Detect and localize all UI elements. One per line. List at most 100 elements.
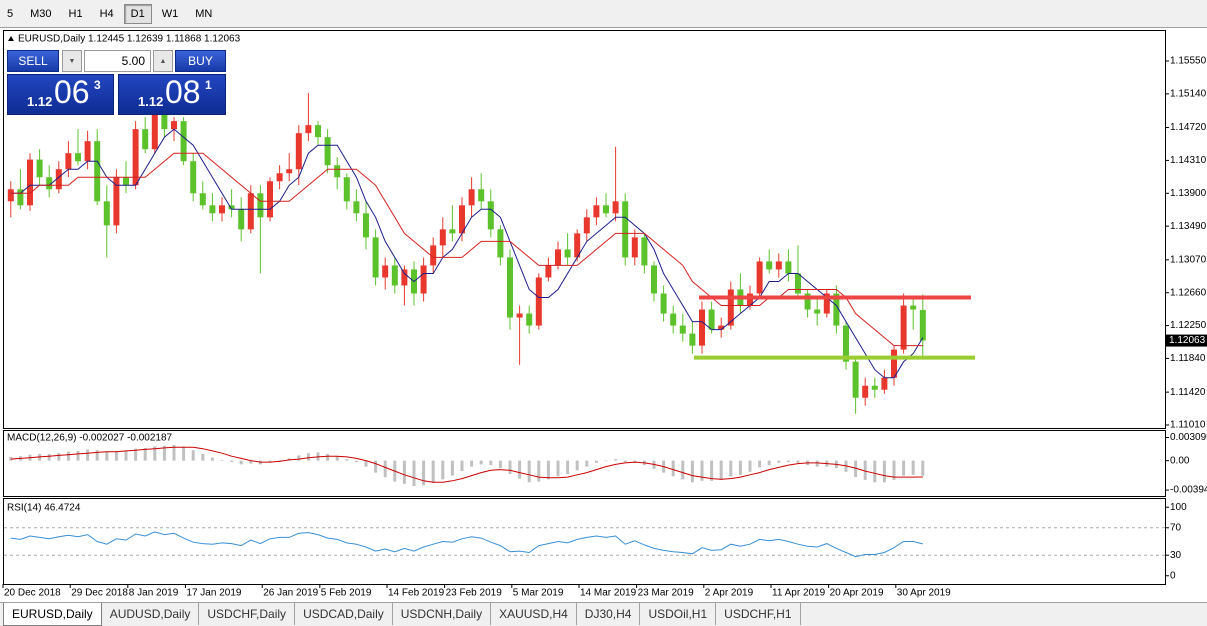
histogram-bar [585,460,589,467]
x-tick-label: 8 Jan 2019 [129,588,179,599]
candle-body [823,293,830,314]
histogram-bar [623,460,627,463]
candle-body [708,309,715,330]
lots-input[interactable]: 5.00 [84,50,151,72]
histogram-bar [201,453,205,461]
histogram-bar [143,447,147,461]
y-tick-label: 1.14310 [1170,155,1207,166]
histogram-bar [546,460,550,480]
histogram-bar [278,459,282,461]
histogram-bar [220,459,224,461]
chart-tab[interactable]: USDOil,H1 [640,603,717,625]
chart-tab[interactable]: USDCHF,H1 [716,603,801,625]
histogram-bar [786,460,790,463]
candle-body [123,177,129,186]
x-tick-label: 14 Mar 2019 [580,588,637,599]
timeframe-button[interactable]: H1 [68,7,83,20]
timeframe-button[interactable]: M30 [30,7,52,20]
candle-body [910,305,917,310]
histogram-bar [354,460,358,463]
ask-pips: 08 [165,74,201,110]
candle-body [295,133,302,170]
histogram-bar [700,460,704,481]
candle-body [900,305,907,350]
histogram-bar [335,456,339,461]
histogram-bar [364,460,368,467]
candle-body [142,129,149,150]
candle-body [449,229,456,234]
candle-body [756,261,763,294]
candle-body [247,193,254,230]
histogram-bar [681,460,685,480]
candle-body [555,249,561,266]
buy-button[interactable]: BUY [175,50,226,72]
bid-price[interactable]: 1.12 06 3 [7,74,114,115]
histogram-bar [882,460,886,483]
candle-body [17,189,24,206]
histogram-bar [777,460,781,463]
chart-tab[interactable]: XAUUSD,H4 [491,603,577,625]
chart: EURUSD,Daily 1.12445 1.12639 1.11868 1.1… [2,30,1207,599]
candle-body [27,159,33,206]
rsi-panel-border [3,498,1166,585]
histogram-bar [738,460,742,475]
chart-tab[interactable]: USDCAD,Daily [295,603,393,625]
candle-body [516,313,523,318]
candle-body [574,233,581,258]
candle-body [305,125,312,134]
candle-body [132,129,139,186]
bid-pips: 06 [54,74,90,110]
candle-body [535,277,542,326]
candle-body [199,193,206,206]
candle-body [795,273,801,294]
candle-body [766,261,773,270]
histogram-bar [249,460,253,464]
histogram-bar [489,460,493,466]
lots-increase[interactable]: ▲ [153,50,173,72]
histogram-bar [594,460,598,463]
histogram-bar [719,460,723,481]
histogram-bar [191,450,195,461]
candle-body [631,237,638,258]
chart-tab[interactable]: USDCHF,Daily [199,603,296,625]
candle-body [228,205,235,210]
histogram-bar [556,460,560,477]
histogram-bar [815,460,819,467]
timeframe-button[interactable]: MN [195,7,213,20]
indicator-line [10,152,923,347]
candle-body [478,189,485,202]
candle-body [315,125,321,138]
main-panel-border [3,30,1166,429]
lots-decrease[interactable]: ▼ [62,50,82,72]
timeframe-button[interactable]: W1 [161,7,179,20]
candle-body [439,229,446,246]
chart-tab[interactable]: DJ30,H4 [577,603,641,625]
histogram-bar [450,460,454,476]
candle-body [564,249,571,258]
chart-tab[interactable]: EURUSD,Daily [3,603,102,626]
candle-body [353,201,360,214]
candle-body [151,113,158,150]
candle-body [7,189,14,202]
timeframe-button[interactable]: H4 [99,7,114,20]
histogram-bar [767,460,771,466]
timeframe-button[interactable]: D1 [123,3,152,24]
timeframe-button[interactable]: 5 [7,7,14,20]
histogram-bar [162,445,166,461]
x-tick-label: 5 Mar 2019 [513,588,564,599]
histogram-bar [306,453,310,461]
histogram-bar [124,450,128,461]
histogram-bar [537,460,541,482]
sell-button[interactable]: SELL [7,50,59,72]
indicator-line [10,128,924,379]
chart-tab[interactable]: USDCNH,Daily [393,603,492,625]
histogram-bar [153,446,157,461]
candle-body [852,361,859,398]
chart-tabs: EURUSD,Daily AUDUSD,Daily USDCHF,Daily U… [0,602,1207,626]
ask-price[interactable]: 1.12 08 1 [118,74,226,115]
chart-tab[interactable]: AUDUSD,Daily [102,603,200,625]
histogram-bar [172,444,176,461]
collapse-triangle[interactable] [8,36,14,41]
candle-body [891,349,897,378]
candle-body [660,293,667,314]
